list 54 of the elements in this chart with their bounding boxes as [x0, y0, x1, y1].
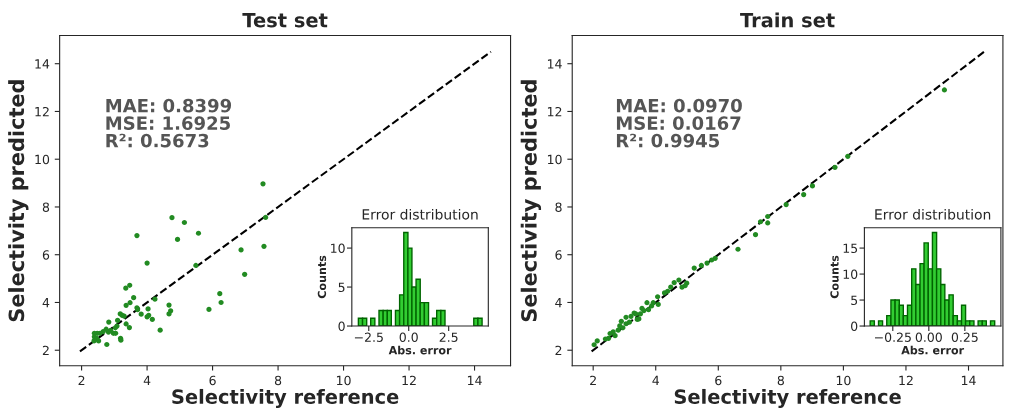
y-tick-label: 2 — [555, 345, 562, 355]
y-tick-label: 12 — [35, 106, 49, 117]
y-axis-title: Counts — [830, 255, 839, 299]
y-axis-title: Selectivity predicted — [8, 80, 29, 322]
x-axis-title: Selectivity reference — [674, 388, 901, 408]
x-tick-label: 0.0 — [399, 332, 418, 342]
x-tick-label: 14 — [961, 375, 976, 385]
chart-title: Error distribution — [875, 208, 991, 220]
y-tick-label: 8 — [555, 202, 562, 212]
y-tick-label: 10 — [547, 154, 562, 165]
y-tick-label: 14 — [35, 59, 50, 69]
x-tick-label: 10 — [836, 375, 851, 386]
x-tick-label: −2.5 — [354, 332, 383, 342]
chart-title: Error distribution — [362, 208, 478, 220]
x-tick-label: 12 — [402, 375, 416, 385]
annotation: MAE: 0.0970 MSE: 0.0167 R²: 0.9945 — [616, 98, 742, 148]
x-tick-label: 14 — [467, 375, 482, 385]
chart-title: Train set — [740, 12, 835, 28]
x-tick-label: 2 — [78, 375, 85, 385]
x-tick-label: −0.25 — [874, 332, 911, 342]
y-tick-label: 12 — [547, 106, 562, 117]
x-tick-label: 0.00 — [915, 332, 942, 342]
y-tick-label: 5 — [338, 282, 345, 292]
x-tick-label: 12 — [899, 375, 913, 385]
y-axis-title: Counts — [317, 255, 327, 299]
chart-title: Test set — [242, 13, 328, 28]
y-tick-label: 5 — [851, 295, 858, 305]
x-tick-label: 6 — [209, 375, 216, 386]
y-tick-label: 10 — [843, 269, 858, 279]
x-tick-label: 2.5 — [439, 332, 458, 342]
x-tick-label: 4 — [652, 375, 660, 385]
y-tick-label: 14 — [547, 59, 562, 69]
y-tick-label: 4 — [555, 298, 562, 308]
y-tick-label: 0 — [338, 321, 345, 331]
y-tick-label: 8 — [42, 202, 50, 212]
y-tick-label: 0 — [851, 321, 858, 331]
x-axis-title: Selectivity reference — [172, 388, 399, 408]
x-axis-title: Abs. error — [901, 345, 965, 355]
y-tick-label: 10 — [331, 243, 345, 254]
x-tick-label: 6 — [715, 375, 722, 386]
y-tick-label: 10 — [35, 154, 50, 165]
y-tick-label: 6 — [555, 250, 562, 260]
x-tick-label: 8 — [274, 375, 282, 386]
x-tick-label: 0.25 — [951, 332, 978, 342]
x-tick-label: 2 — [590, 375, 596, 385]
y-tick-label: 4 — [42, 298, 50, 308]
y-tick-label: 2 — [42, 345, 49, 355]
annotation: MAE: 0.8399 MSE: 1.6925 R²: 0.5673 — [106, 98, 232, 148]
x-axis-title: Abs. error — [388, 345, 452, 355]
x-tick-label: 4 — [143, 375, 151, 385]
y-axis-title: Selectivity predicted — [520, 80, 542, 322]
x-tick-label: 8 — [777, 375, 784, 386]
y-tick-label: 6 — [42, 250, 50, 260]
y-tick-label: 15 — [843, 243, 858, 254]
